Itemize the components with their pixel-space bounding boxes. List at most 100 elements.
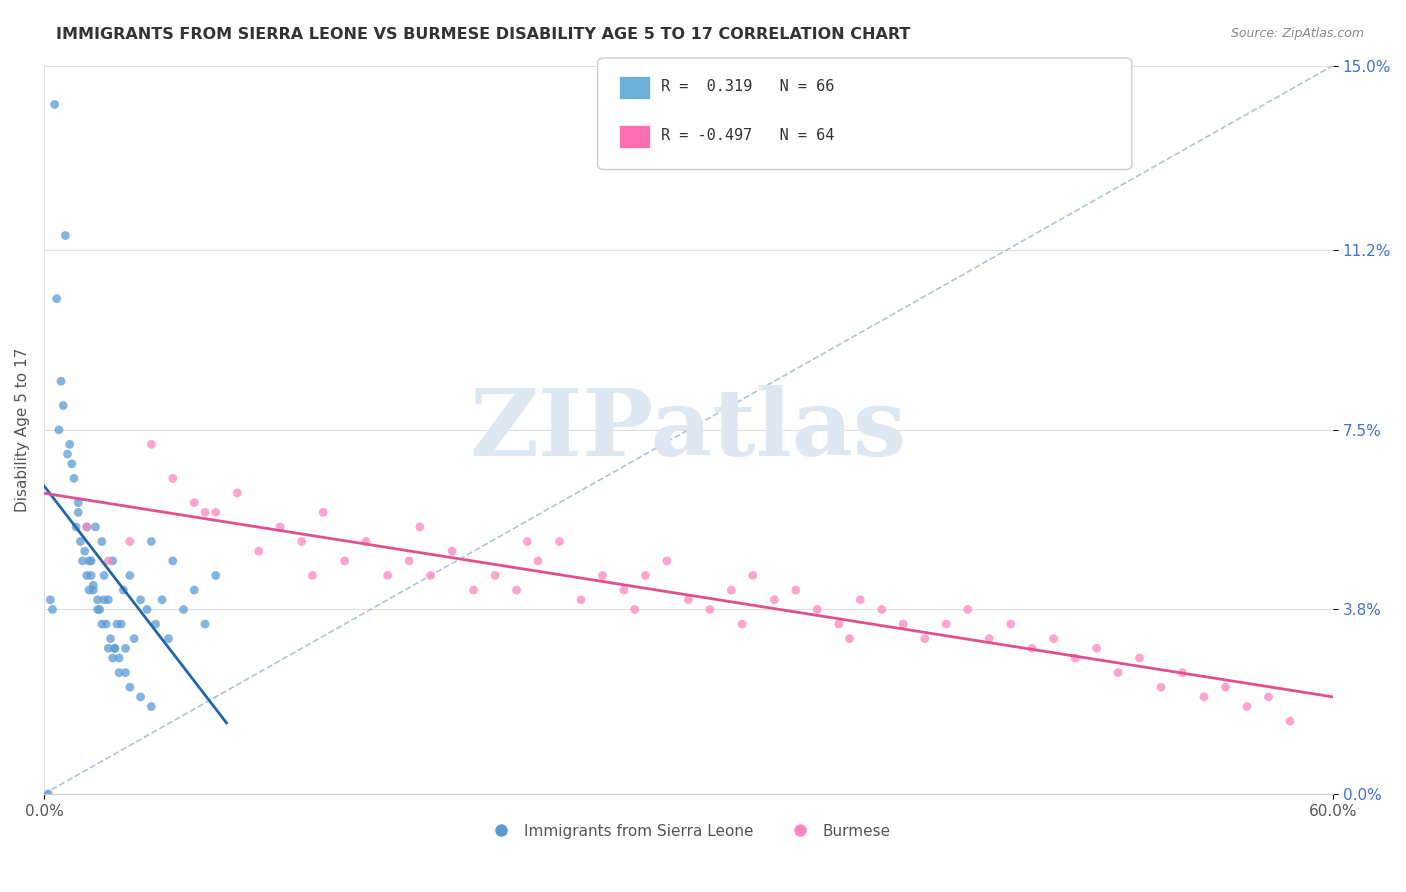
Point bbox=[785, 582, 807, 597]
Point bbox=[141, 437, 163, 451]
Point bbox=[101, 554, 124, 568]
Text: Source: ZipAtlas.com: Source: ZipAtlas.com bbox=[1230, 27, 1364, 40]
Point bbox=[49, 374, 72, 388]
Point bbox=[655, 554, 678, 568]
Y-axis label: Disability Age 5 to 17: Disability Age 5 to 17 bbox=[15, 348, 30, 512]
Point bbox=[118, 534, 141, 549]
Point bbox=[838, 632, 860, 646]
Point bbox=[548, 534, 571, 549]
Point bbox=[114, 641, 136, 656]
Point bbox=[118, 568, 141, 582]
Point bbox=[93, 568, 115, 582]
Point bbox=[93, 592, 115, 607]
Point bbox=[44, 97, 66, 112]
Point bbox=[194, 617, 217, 632]
Point bbox=[162, 554, 184, 568]
Point bbox=[849, 592, 872, 607]
Point bbox=[108, 651, 131, 665]
Point bbox=[291, 534, 314, 549]
Point bbox=[516, 534, 538, 549]
Point bbox=[162, 471, 184, 485]
Point bbox=[301, 568, 323, 582]
Point bbox=[183, 582, 205, 597]
Point bbox=[1021, 641, 1043, 656]
Point bbox=[312, 505, 335, 519]
Point bbox=[763, 592, 786, 607]
Point bbox=[67, 505, 90, 519]
Point bbox=[194, 505, 217, 519]
Point bbox=[204, 568, 226, 582]
Point bbox=[398, 554, 420, 568]
Point bbox=[72, 554, 94, 568]
Point bbox=[45, 292, 67, 306]
Point bbox=[678, 592, 700, 607]
Point bbox=[118, 680, 141, 694]
Text: R =  0.319   N = 66: R = 0.319 N = 66 bbox=[661, 79, 834, 94]
Point bbox=[527, 554, 550, 568]
Point bbox=[84, 520, 107, 534]
Point bbox=[76, 568, 98, 582]
Point bbox=[37, 787, 59, 801]
Point bbox=[97, 592, 120, 607]
Point bbox=[1278, 714, 1301, 728]
Point bbox=[122, 632, 145, 646]
Point bbox=[101, 651, 124, 665]
Point bbox=[935, 617, 957, 632]
Point bbox=[86, 592, 108, 607]
Point bbox=[634, 568, 657, 582]
Point bbox=[183, 496, 205, 510]
Point bbox=[613, 582, 636, 597]
Point bbox=[53, 228, 76, 243]
Point bbox=[979, 632, 1001, 646]
Point bbox=[1128, 651, 1150, 665]
Point bbox=[377, 568, 399, 582]
Point bbox=[247, 544, 270, 558]
Point bbox=[112, 582, 135, 597]
Point bbox=[69, 534, 91, 549]
Point bbox=[1000, 617, 1022, 632]
Point bbox=[591, 568, 613, 582]
Point bbox=[1171, 665, 1194, 680]
Point bbox=[63, 471, 86, 485]
Point bbox=[741, 568, 763, 582]
Point bbox=[870, 602, 893, 616]
Text: ZIPatlas: ZIPatlas bbox=[470, 384, 907, 475]
Point bbox=[41, 602, 63, 616]
Point bbox=[1107, 665, 1129, 680]
Point bbox=[150, 592, 173, 607]
Point bbox=[60, 457, 83, 471]
Point bbox=[77, 554, 100, 568]
Point bbox=[100, 632, 122, 646]
Point bbox=[269, 520, 291, 534]
Point bbox=[114, 665, 136, 680]
Point bbox=[104, 641, 127, 656]
Point bbox=[108, 665, 131, 680]
Point bbox=[145, 617, 167, 632]
Point bbox=[463, 582, 485, 597]
Point bbox=[828, 617, 851, 632]
Point bbox=[1064, 651, 1087, 665]
Point bbox=[1085, 641, 1108, 656]
Point bbox=[82, 578, 104, 592]
Text: IMMIGRANTS FROM SIERRA LEONE VS BURMESE DISABILITY AGE 5 TO 17 CORRELATION CHART: IMMIGRANTS FROM SIERRA LEONE VS BURMESE … bbox=[56, 27, 911, 42]
Point bbox=[1192, 690, 1215, 704]
Point bbox=[623, 602, 645, 616]
Point bbox=[80, 554, 103, 568]
Point bbox=[484, 568, 506, 582]
Point bbox=[505, 582, 527, 597]
Point bbox=[1042, 632, 1064, 646]
Point bbox=[56, 447, 79, 461]
Point bbox=[204, 505, 226, 519]
Point bbox=[76, 520, 98, 534]
Point bbox=[1215, 680, 1237, 694]
Point bbox=[333, 554, 356, 568]
Point bbox=[104, 641, 127, 656]
Point bbox=[76, 520, 98, 534]
Point bbox=[699, 602, 721, 616]
Legend: Immigrants from Sierra Leone, Burmese: Immigrants from Sierra Leone, Burmese bbox=[479, 817, 897, 845]
Point bbox=[90, 617, 112, 632]
Point bbox=[80, 568, 103, 582]
Point bbox=[441, 544, 464, 558]
Point bbox=[891, 617, 914, 632]
Point bbox=[65, 520, 87, 534]
